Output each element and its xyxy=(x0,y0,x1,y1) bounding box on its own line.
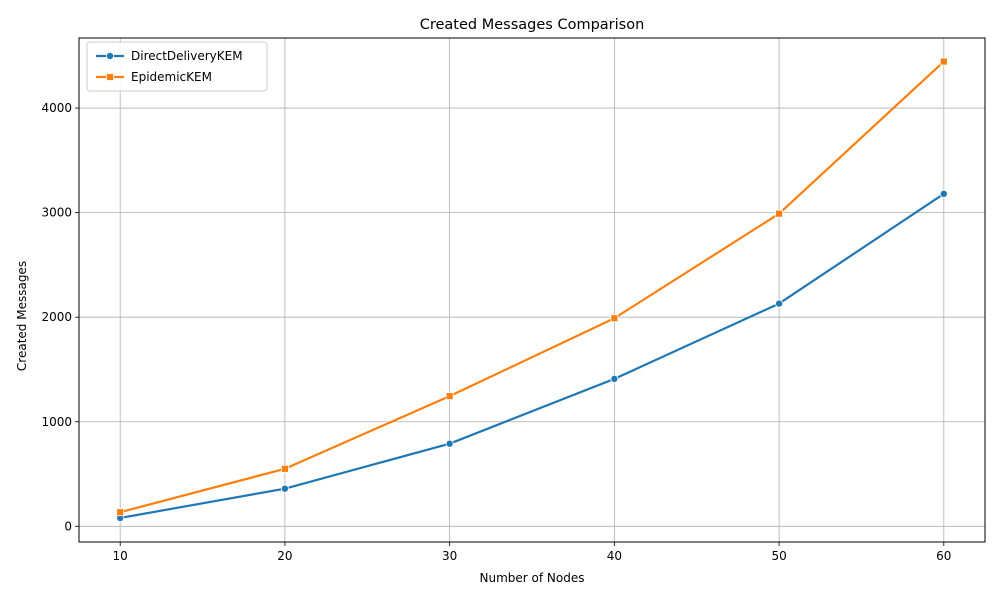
plot-frame xyxy=(78,37,986,543)
legend-label-directdeliverykem: DirectDeliveryKEM xyxy=(131,49,243,63)
y-tick-label: 1000 xyxy=(41,415,72,429)
grid xyxy=(79,38,985,542)
legend-marker-epidemickem xyxy=(106,73,114,81)
legend: DirectDeliveryKEM EpidemicKEM xyxy=(86,41,268,92)
y-axis-title: Created Messages xyxy=(15,261,29,371)
data-point-epidemickem xyxy=(281,464,289,473)
data-point-epidemickem xyxy=(610,314,619,323)
data-point-epidemickem xyxy=(939,57,948,66)
data-point-directdeliverykem xyxy=(610,374,619,383)
x-tick-label: 10 xyxy=(113,549,128,563)
x-axis-ticks: 10 20 30 40 50 60 xyxy=(113,542,951,563)
legend-marker-directdeliverykem xyxy=(106,52,115,61)
series-lines xyxy=(119,60,945,520)
chart-title: Created Messages Comparison xyxy=(420,17,645,33)
data-point-epidemickem xyxy=(445,392,454,401)
x-tick-label: 20 xyxy=(277,549,292,563)
y-tick-label: 4000 xyxy=(41,101,72,115)
x-axis-title: Number of Nodes xyxy=(480,571,585,585)
data-point-directdeliverykem xyxy=(445,439,454,448)
data-point-epidemickem xyxy=(116,508,125,517)
x-tick-label: 50 xyxy=(771,549,786,563)
legend-label-epidemickem: EpidemicKEM xyxy=(131,70,212,84)
y-tick-label: 3000 xyxy=(41,206,72,220)
legend-box xyxy=(86,41,268,92)
x-tick-label: 40 xyxy=(607,549,622,563)
series-line-epidemickem xyxy=(119,60,945,514)
y-tick-label: 2000 xyxy=(41,310,72,324)
x-tick-label: 60 xyxy=(936,549,951,563)
series-line-directdeliverykem xyxy=(119,192,945,520)
series-markers xyxy=(116,57,948,522)
data-point-directdeliverykem xyxy=(939,189,948,198)
data-point-directdeliverykem xyxy=(775,299,784,308)
y-axis-ticks: 0 1000 2000 3000 4000 xyxy=(41,101,79,533)
y-tick-label: 0 xyxy=(64,519,72,533)
data-point-directdeliverykem xyxy=(280,484,289,493)
x-tick-label: 30 xyxy=(442,549,457,563)
data-point-epidemickem xyxy=(775,209,783,218)
